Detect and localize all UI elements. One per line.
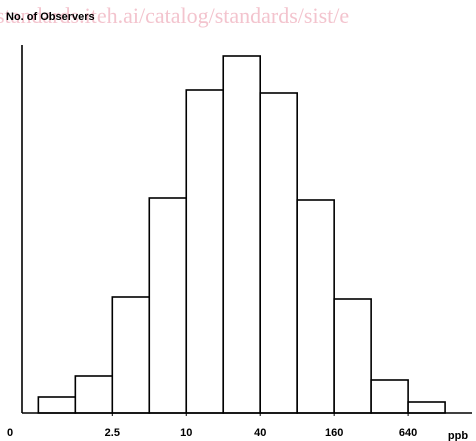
x-tick-label: 160: [325, 427, 343, 439]
bar: [37, 396, 77, 414]
watermark: standards.iteh.ai/catalog/standards/sist…: [0, 3, 349, 28]
x-axis-label: ppb: [448, 430, 468, 441]
bar: [259, 92, 298, 414]
x-tick-label: 40: [254, 427, 266, 439]
bar: [185, 89, 225, 414]
bar: [370, 379, 409, 414]
x-tick-label: 2.5: [105, 427, 120, 439]
x-tick-label: 10: [180, 427, 192, 439]
bar: [148, 197, 188, 414]
bar: [74, 375, 114, 414]
bar: [222, 55, 262, 414]
bar: [407, 401, 446, 414]
origin-label: 0: [7, 427, 13, 439]
bar: [333, 298, 372, 414]
x-tick-label: 640: [399, 427, 417, 439]
bar: [111, 296, 151, 414]
bar: [296, 199, 335, 414]
chart-title: No. of Observers: [6, 11, 95, 23]
